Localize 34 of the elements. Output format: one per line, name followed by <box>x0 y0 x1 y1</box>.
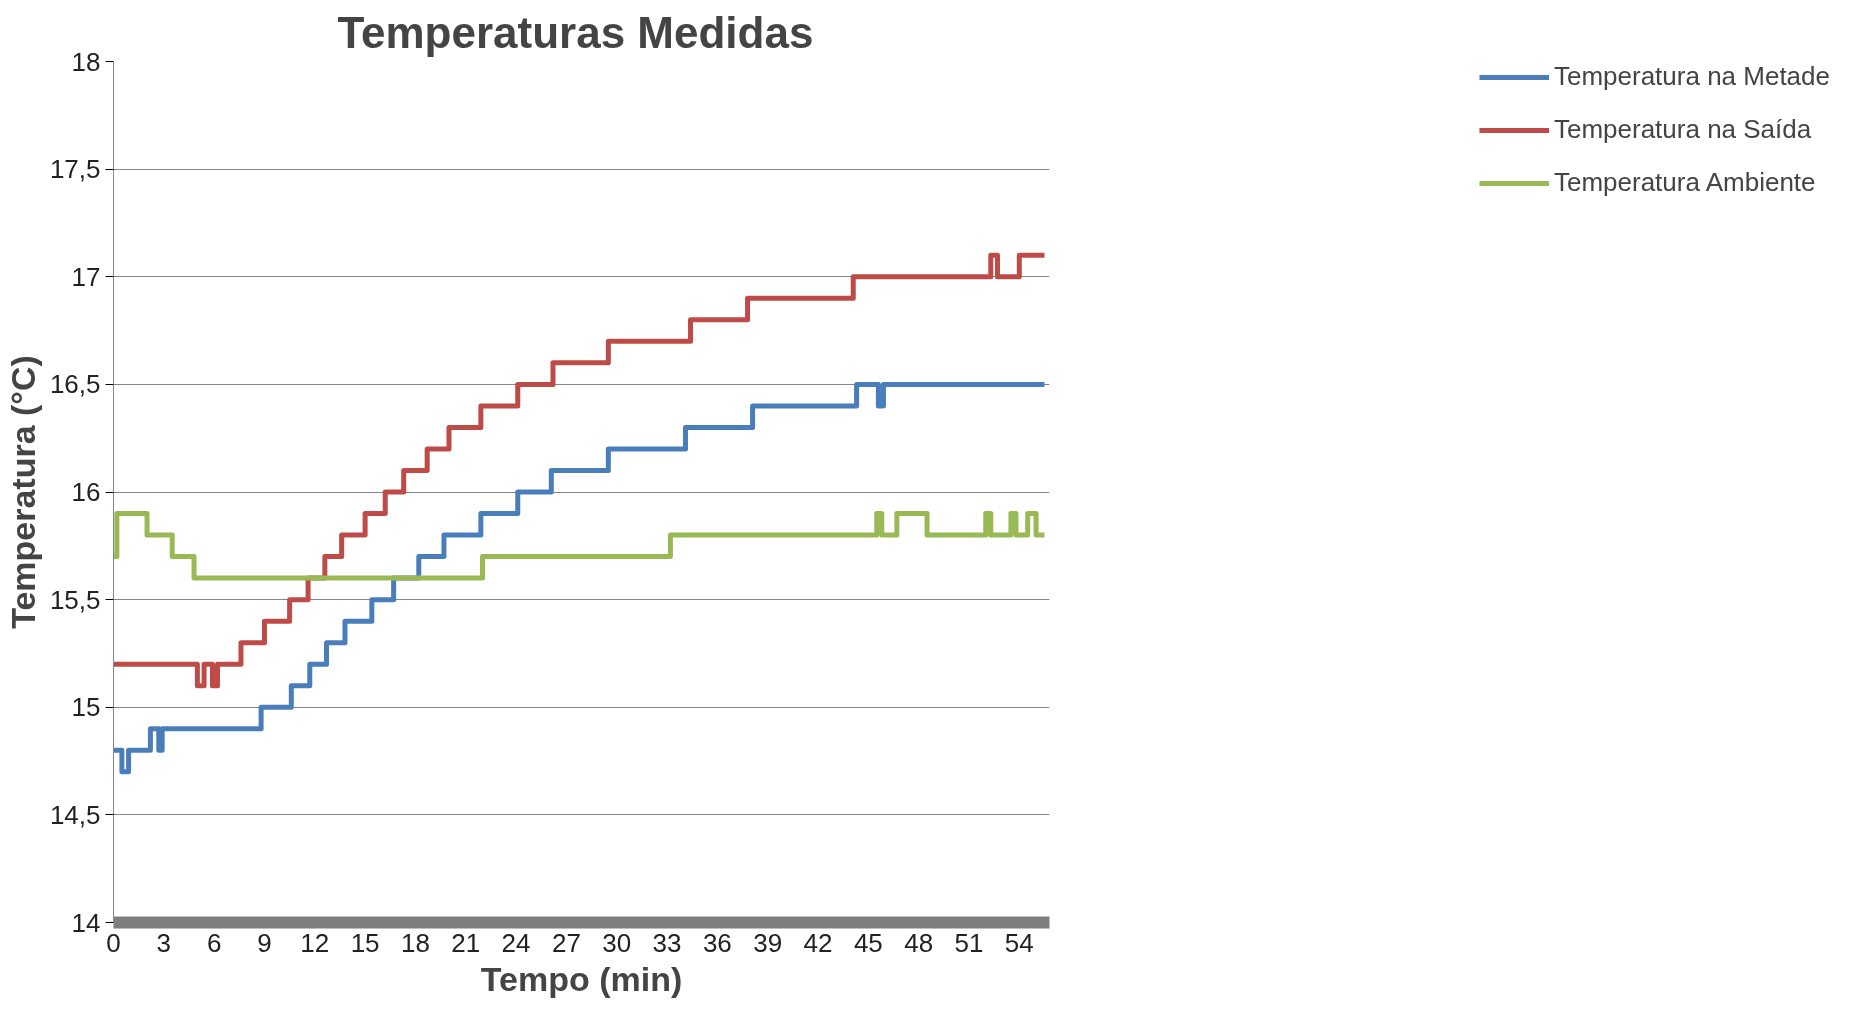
x-tick-label: 51 <box>954 927 984 958</box>
y-axis-title: Temperatura (°C) <box>3 355 42 629</box>
legend-label: Temperatura Ambiente <box>1553 167 1816 198</box>
x-tick-label: 21 <box>451 927 481 958</box>
x-tick-label: 24 <box>501 927 531 958</box>
y-tick-label: 14 <box>71 907 101 938</box>
x-tick-label: 48 <box>904 927 934 958</box>
legend-label: Temperatura na Metade <box>1553 61 1830 92</box>
x-tick-label: 12 <box>300 927 330 958</box>
x-tick-label: 15 <box>350 927 380 958</box>
y-tick-label: 18 <box>71 46 101 77</box>
x-axis-title: Tempo (min) <box>480 959 683 998</box>
x-tick-label: 9 <box>257 927 272 958</box>
y-tick-label: 15,5 <box>49 584 101 615</box>
x-tick-label: 3 <box>156 927 172 958</box>
chart-title: Temperaturas Medidas <box>337 7 814 57</box>
x-tick-label: 45 <box>853 927 883 958</box>
x-tick-label: 0 <box>106 927 121 958</box>
y-tick-label: 16,5 <box>49 369 101 400</box>
x-tick-label: 27 <box>551 927 581 958</box>
legend-label: Temperatura na Saída <box>1553 114 1812 145</box>
y-tick-label: 16 <box>71 477 101 507</box>
y-tick-label: 15 <box>71 692 101 723</box>
x-tick-label: 54 <box>1004 927 1034 958</box>
x-tick-label: 33 <box>652 927 682 958</box>
x-tick-label: 6 <box>206 927 222 958</box>
y-tick-label: 14,5 <box>49 799 101 830</box>
y-tick-label: 17 <box>71 261 101 292</box>
x-tick-label: 30 <box>602 927 632 958</box>
y-tick-label: 17,5 <box>49 154 101 185</box>
x-tick-label: 42 <box>803 927 833 958</box>
x-tick-label: 39 <box>753 927 783 958</box>
x-tick-label: 36 <box>702 927 732 958</box>
x-tick-label: 18 <box>400 927 430 958</box>
